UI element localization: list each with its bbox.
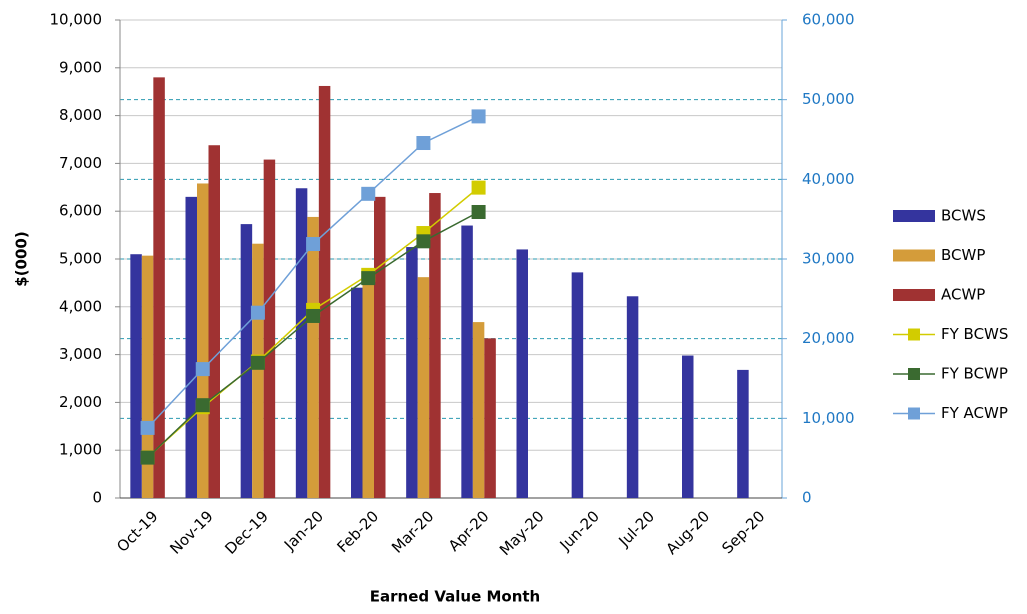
marker [361, 186, 376, 201]
bar [252, 243, 264, 498]
x-tick-label: Apr-20 [445, 507, 493, 555]
legend-label: FY ACWP [941, 404, 1008, 422]
marker [471, 109, 486, 124]
marker [306, 237, 321, 252]
legend-marker [908, 328, 920, 341]
legend-swatch [893, 249, 935, 262]
bar [240, 224, 253, 498]
bar [406, 247, 418, 498]
bar [737, 369, 749, 498]
bar [571, 272, 584, 498]
x-tick-label: Nov-19 [166, 507, 216, 557]
x-tick-label: Sep-20 [718, 507, 768, 557]
marker [140, 450, 155, 465]
bar [185, 196, 197, 499]
y-tick-label: 1,000 [59, 441, 102, 459]
y-tick-label: 4,000 [59, 297, 102, 315]
bar [153, 77, 165, 499]
y-tick-label: 2,000 [59, 393, 102, 411]
bar [351, 287, 363, 498]
bar [295, 188, 308, 499]
bar [626, 296, 639, 498]
bar [318, 85, 331, 499]
bar [130, 254, 142, 498]
y-tick-label: 3,000 [59, 345, 102, 363]
legend-label: BCWP [941, 246, 985, 264]
legend-swatch [893, 289, 935, 301]
y2-tick-label: 0 [802, 489, 812, 507]
y2-tick-label: 20,000 [802, 329, 855, 347]
legend-label: BCWS [941, 207, 986, 225]
bar [263, 159, 276, 499]
marker [250, 355, 265, 370]
marker [416, 136, 431, 151]
y-tick-label: 0 [92, 489, 102, 507]
bar [208, 145, 220, 498]
bar [141, 255, 154, 498]
y2-tick-label: 60,000 [802, 11, 855, 29]
legend-marker [908, 368, 920, 380]
y-axis-title: $(000) [13, 231, 31, 286]
marker [471, 180, 486, 195]
x-tick-label: Mar-20 [388, 507, 437, 556]
bar [472, 322, 485, 498]
x-tick-label: Oct-19 [113, 507, 161, 555]
y2-tick-label: 40,000 [802, 170, 855, 188]
y2-tick-label: 50,000 [802, 90, 855, 108]
bar [484, 338, 496, 498]
y-tick-label: 7,000 [59, 154, 102, 172]
marker [195, 398, 210, 413]
bar [682, 355, 694, 498]
x-tick-label: Dec-19 [221, 507, 272, 558]
marker [140, 420, 155, 435]
y-tick-label: 8,000 [59, 106, 102, 124]
marker [361, 271, 376, 286]
x-axis-title: Earned Value Month [370, 588, 540, 606]
marker [306, 308, 321, 323]
marker [416, 234, 431, 249]
marker [250, 305, 265, 320]
legend-label: FY BCWP [941, 365, 1008, 383]
bar [516, 249, 528, 498]
legend-swatch [893, 210, 935, 222]
y-tick-label: 5,000 [59, 250, 102, 268]
bar [429, 193, 441, 498]
bar [461, 225, 473, 499]
legend-label: ACWP [941, 286, 985, 304]
legend-marker [908, 407, 920, 420]
marker [195, 362, 210, 377]
y-tick-label: 9,000 [59, 58, 102, 76]
bar [374, 196, 386, 499]
x-tick-label: Aug-20 [662, 507, 713, 558]
y2-tick-label: 10,000 [802, 409, 855, 427]
x-tick-label: Jun-20 [556, 507, 603, 554]
marker [471, 204, 486, 219]
bar [362, 270, 374, 498]
x-tick-label: Jan-20 [280, 507, 327, 554]
legend-label: FY BCWS [941, 325, 1008, 343]
y-tick-label: 10,000 [50, 11, 103, 29]
bar [197, 183, 209, 498]
y2-tick-label: 30,000 [802, 250, 855, 268]
x-tick-label: May-20 [496, 507, 548, 559]
x-tick-label: Jul-20 [615, 507, 659, 551]
bar [417, 277, 430, 498]
y-tick-label: 6,000 [59, 202, 102, 220]
x-tick-label: Feb-20 [333, 507, 382, 556]
bar [307, 216, 319, 498]
